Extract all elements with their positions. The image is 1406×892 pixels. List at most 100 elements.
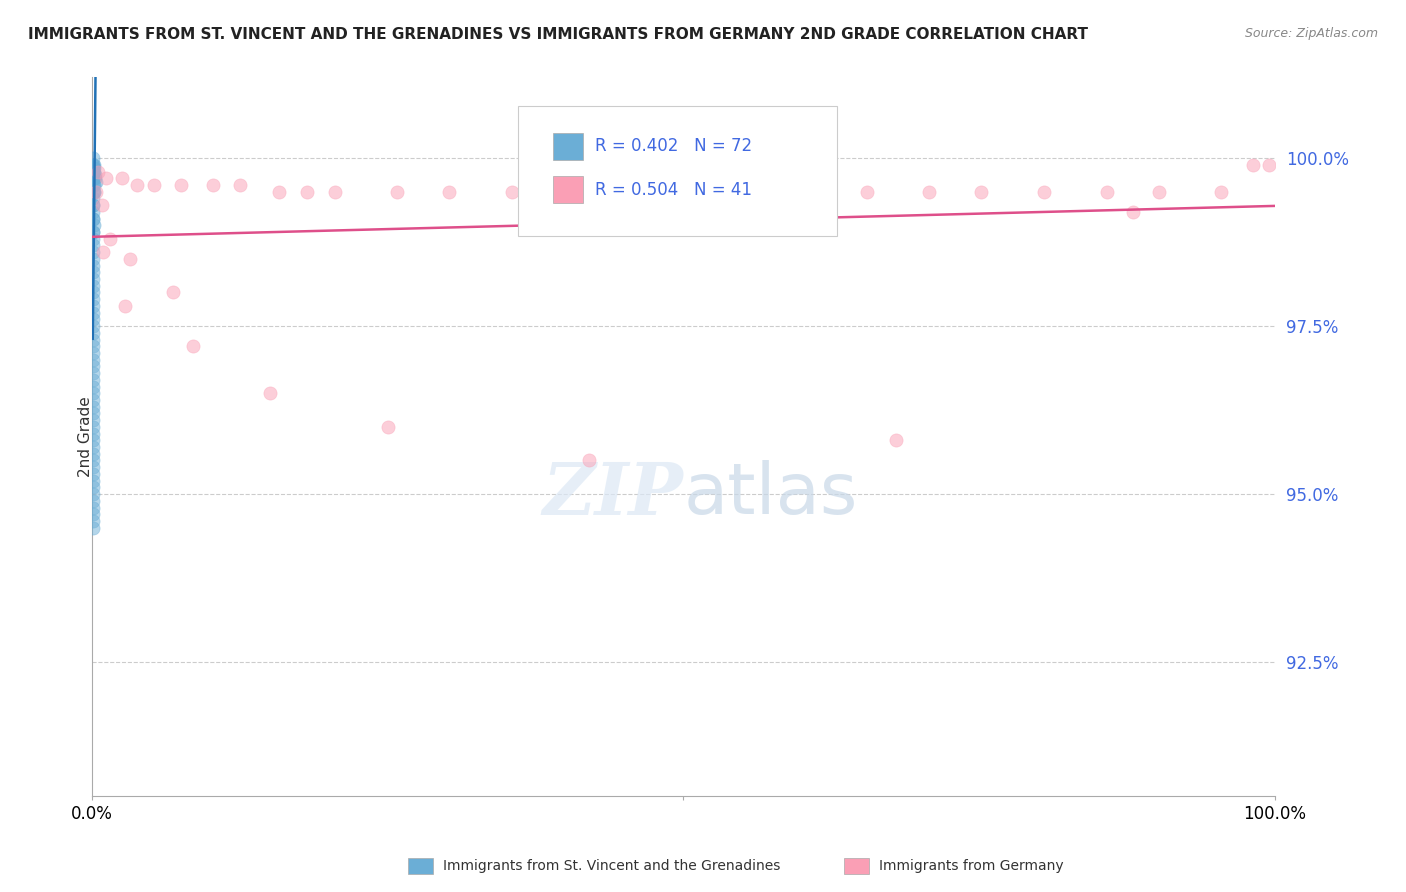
Point xyxy=(387,185,409,199)
Point xyxy=(82,373,104,387)
Point xyxy=(82,278,104,293)
Point xyxy=(82,158,104,172)
Point xyxy=(82,158,104,172)
Point xyxy=(1211,185,1233,199)
Point xyxy=(741,185,763,199)
Point xyxy=(82,467,104,481)
Point xyxy=(82,319,104,334)
Point xyxy=(297,185,319,199)
Point xyxy=(82,292,104,306)
Point xyxy=(970,185,993,199)
Point xyxy=(82,434,104,448)
Point xyxy=(82,359,104,374)
Point xyxy=(82,406,104,420)
Point xyxy=(82,151,104,165)
Point xyxy=(82,420,104,434)
Point xyxy=(83,219,105,233)
Point xyxy=(84,175,107,189)
Point xyxy=(82,259,104,273)
Point xyxy=(82,245,104,260)
Point xyxy=(678,185,700,199)
Point xyxy=(83,185,105,199)
Point xyxy=(82,211,104,226)
Point xyxy=(82,447,104,461)
Point xyxy=(82,238,104,252)
Point xyxy=(82,225,104,239)
FancyBboxPatch shape xyxy=(554,176,583,203)
Point xyxy=(82,474,104,488)
FancyBboxPatch shape xyxy=(554,133,583,161)
Point xyxy=(439,185,461,199)
Point xyxy=(82,493,104,508)
Point xyxy=(142,178,165,192)
Point xyxy=(91,245,114,260)
Point xyxy=(82,379,104,393)
Point xyxy=(855,185,877,199)
Point xyxy=(201,178,224,192)
Point xyxy=(83,171,105,186)
Point xyxy=(114,299,136,313)
Point xyxy=(82,198,104,212)
Text: R = 0.504   N = 41: R = 0.504 N = 41 xyxy=(595,180,752,199)
Point xyxy=(170,178,193,192)
Point xyxy=(82,339,104,353)
Text: Immigrants from Germany: Immigrants from Germany xyxy=(879,859,1063,873)
Point xyxy=(82,232,104,246)
Point xyxy=(83,178,105,192)
Point xyxy=(82,164,104,178)
Point xyxy=(82,211,104,226)
Point xyxy=(118,252,141,266)
Point xyxy=(82,178,104,192)
Text: IMMIGRANTS FROM ST. VINCENT AND THE GRENADINES VS IMMIGRANTS FROM GERMANY 2ND GR: IMMIGRANTS FROM ST. VINCENT AND THE GREN… xyxy=(28,27,1088,42)
Point xyxy=(82,272,104,286)
Point xyxy=(82,198,104,212)
Point xyxy=(82,191,104,205)
Point xyxy=(82,386,104,401)
Point xyxy=(82,299,104,313)
Point xyxy=(616,185,638,199)
Point xyxy=(82,507,104,521)
Point xyxy=(82,326,104,340)
Point xyxy=(793,185,815,199)
Point xyxy=(82,312,104,326)
Point xyxy=(96,171,118,186)
Point xyxy=(501,185,523,199)
Point xyxy=(82,521,104,535)
Point xyxy=(229,178,252,192)
Point xyxy=(82,392,104,407)
Point xyxy=(82,285,104,300)
Point xyxy=(82,480,104,494)
Point xyxy=(82,487,104,501)
Point xyxy=(82,171,104,186)
Point xyxy=(82,164,104,178)
Point xyxy=(87,164,110,178)
Point xyxy=(83,164,105,178)
Text: ZIP: ZIP xyxy=(543,459,683,530)
Point xyxy=(918,185,941,199)
Text: R = 0.402   N = 72: R = 0.402 N = 72 xyxy=(595,137,752,155)
Point xyxy=(323,185,346,199)
Point xyxy=(181,339,204,353)
Point xyxy=(82,161,104,176)
Text: Source: ZipAtlas.com: Source: ZipAtlas.com xyxy=(1244,27,1378,40)
Point xyxy=(267,185,290,199)
Point xyxy=(82,366,104,380)
Text: atlas: atlas xyxy=(683,460,858,529)
Point xyxy=(82,426,104,441)
Point xyxy=(90,198,112,212)
Point xyxy=(1122,204,1144,219)
FancyBboxPatch shape xyxy=(517,106,837,235)
Point xyxy=(82,453,104,467)
Point xyxy=(1257,158,1279,172)
Point xyxy=(82,225,104,239)
Point xyxy=(82,400,104,414)
Point xyxy=(82,252,104,266)
Point xyxy=(1147,185,1170,199)
Point xyxy=(84,185,107,199)
Point xyxy=(82,514,104,528)
Point xyxy=(82,204,104,219)
Point xyxy=(82,460,104,475)
Point xyxy=(82,333,104,347)
Point xyxy=(83,161,105,176)
Point xyxy=(884,434,907,448)
